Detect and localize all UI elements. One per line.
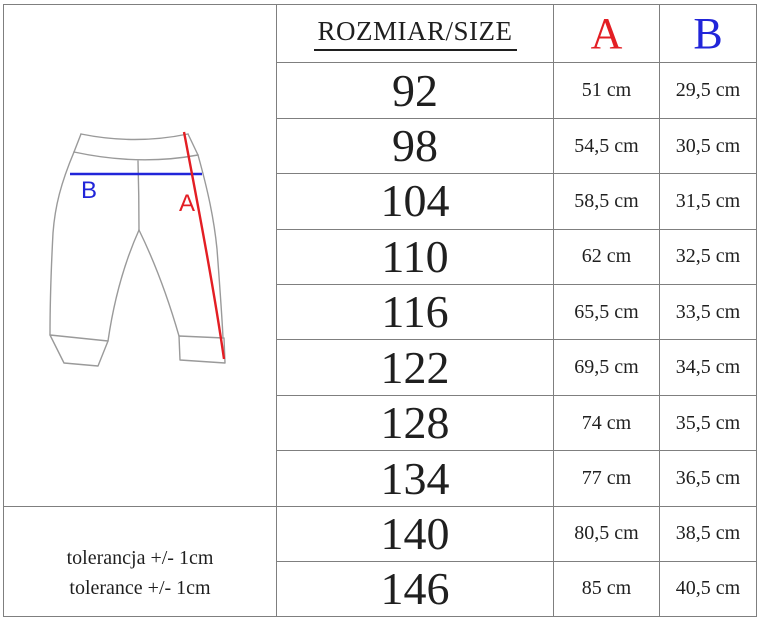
pants-waistband-right <box>187 133 199 156</box>
pants-left-cuff <box>49 334 109 367</box>
tolerance-line-pl: tolerancja +/- 1cm <box>66 547 214 570</box>
size-value: 134 <box>276 450 554 507</box>
tolerance-line-en: tolerance +/- 1cm <box>69 577 211 600</box>
size-value: 146 <box>276 560 554 618</box>
b-value: 31,5 cm <box>659 173 757 230</box>
b-value: 32,5 cm <box>659 228 757 286</box>
pants-left-inseam <box>107 229 140 342</box>
pants-diagram-cell: B A <box>3 4 277 507</box>
size-chart: B A ROZMIAR/SIZE A B 92 51 cm 29,5 cm 98… <box>3 3 757 618</box>
b-value: 29,5 cm <box>659 62 757 119</box>
pants-right-inseam <box>138 229 180 337</box>
table-row-104: 104 58,5 cm 31,5 cm <box>4 173 757 230</box>
column-header-a: A <box>553 3 660 64</box>
b-value: 33,5 cm <box>659 284 757 341</box>
a-value: 80,5 cm <box>553 505 660 562</box>
size-header-label: ROZMIAR/SIZE <box>313 16 517 52</box>
table-row-140: tolerancja +/- 1cm tolerance +/- 1cm 140… <box>3 505 757 618</box>
b-value: 40,5 cm <box>659 560 757 618</box>
a-value: 54,5 cm <box>553 117 660 175</box>
pants-center-seam <box>137 160 140 231</box>
table-row-98: 98 54,5 cm 30,5 cm <box>4 117 757 175</box>
size-value: 122 <box>276 339 554 396</box>
pants-right-outseam <box>197 154 224 339</box>
a-value: 51 cm <box>553 62 660 119</box>
pants-right-cuff <box>178 335 226 364</box>
size-value: 98 <box>276 117 554 175</box>
size-value: 140 <box>276 505 554 562</box>
a-value: 77 cm <box>553 450 660 507</box>
a-value: 62 cm <box>553 228 660 286</box>
size-value: 92 <box>276 62 554 119</box>
measurement-line-a <box>182 131 226 360</box>
pants-waistband-bottom <box>73 151 199 161</box>
diagram-label-a: A <box>179 190 195 217</box>
table-row-110: 110 62 cm 32,5 cm <box>4 228 757 286</box>
tolerance-note: tolerancja +/- 1cm tolerance +/- 1cm <box>3 505 277 618</box>
size-value: 104 <box>276 173 554 230</box>
table-row-128: 128 74 cm 35,5 cm <box>4 394 757 452</box>
a-value: 85 cm <box>553 560 660 618</box>
size-value: 116 <box>276 284 554 341</box>
a-value: 65,5 cm <box>553 284 660 341</box>
pants-left-outseam <box>49 151 75 336</box>
a-value: 74 cm <box>553 394 660 452</box>
table-row-92: 92 51 cm 29,5 cm <box>4 62 757 119</box>
table-row-134: 134 77 cm 36,5 cm <box>4 450 757 507</box>
b-value: 30,5 cm <box>659 117 757 175</box>
pants-waistband-top <box>80 133 189 141</box>
column-header-size: ROZMIAR/SIZE <box>276 3 554 64</box>
diagram-label-b: B <box>81 177 97 204</box>
b-value: 34,5 cm <box>659 339 757 396</box>
b-value: 38,5 cm <box>659 505 757 562</box>
pants-diagram: B A <box>49 131 226 367</box>
size-chart-table: B A ROZMIAR/SIZE A B 92 51 cm 29,5 cm 98… <box>3 3 757 618</box>
table-row-122: 122 69,5 cm 34,5 cm <box>4 339 757 396</box>
size-value: 128 <box>276 394 554 452</box>
column-header-b: B <box>659 3 757 64</box>
b-value: 36,5 cm <box>659 450 757 507</box>
a-value: 69,5 cm <box>553 339 660 396</box>
table-row-116: 116 65,5 cm 33,5 cm <box>4 284 757 341</box>
header-row: B A ROZMIAR/SIZE A B <box>3 3 757 507</box>
table-row-146: 146 85 cm 40,5 cm <box>4 560 757 618</box>
size-value: 110 <box>276 228 554 286</box>
pants-waistband-left <box>73 133 82 153</box>
a-value: 58,5 cm <box>553 173 660 230</box>
b-value: 35,5 cm <box>659 394 757 452</box>
